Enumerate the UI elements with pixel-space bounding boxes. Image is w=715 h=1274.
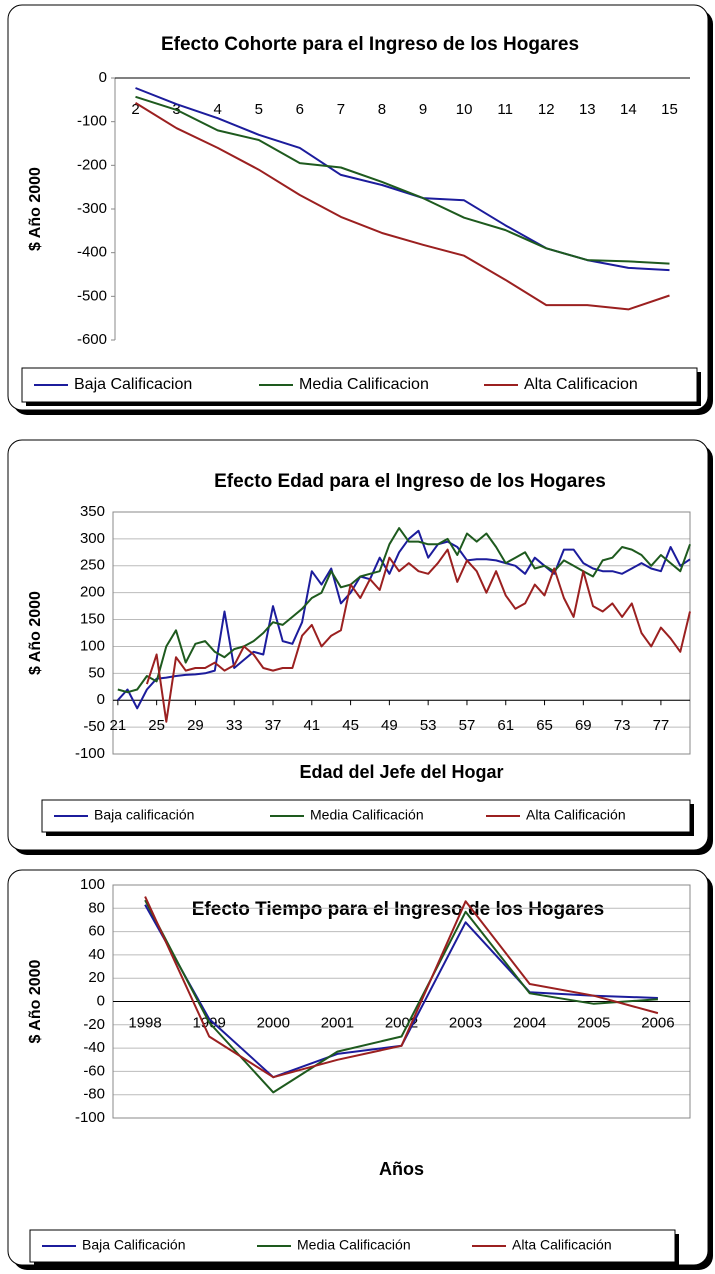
y-tick-label: 100: [80, 637, 105, 654]
y-tick-label: -20: [83, 1016, 105, 1033]
x-tick-label: 9: [419, 101, 427, 118]
legend-label: Alta Calificacion: [524, 376, 638, 393]
series-line: [145, 548, 691, 723]
y-axis-title: $ Año 2000: [27, 167, 44, 251]
x-tick-label: 13: [579, 101, 596, 118]
legend-label: Alta Calificación: [512, 1237, 612, 1253]
series-line: [144, 896, 659, 1079]
legend: [29, 1229, 676, 1263]
y-tick-label: 80: [88, 899, 105, 916]
x-tick-label: 65: [536, 717, 553, 734]
legend-label: Baja Calificación: [82, 1237, 186, 1253]
x-tick-label: 4: [214, 101, 222, 118]
x-tick-label: 2: [131, 101, 139, 118]
x-tick-label: 11: [497, 101, 513, 118]
series-line: [117, 529, 691, 710]
x-tick-label: 12: [538, 101, 555, 118]
legend-label: Baja Calificacion: [74, 376, 192, 393]
y-tick-label: -100: [75, 1109, 105, 1126]
x-tick-label: 49: [381, 717, 398, 734]
chart-title: Efecto Tiempo para el Ingreso de los Hog…: [192, 899, 605, 920]
x-tick-label: 10: [456, 101, 473, 118]
y-tick-label: 0: [97, 992, 105, 1009]
y-tick-label: -400: [77, 244, 107, 261]
y-tick-label: -80: [83, 1086, 105, 1103]
x-tick-label: 5: [255, 101, 263, 118]
x-tick-label: 2004: [513, 1014, 546, 1031]
x-tick-label: 53: [420, 717, 437, 734]
x-tick-label: 6: [296, 101, 304, 118]
x-axis-title: Años: [379, 1159, 424, 1179]
x-tick-label: 14: [620, 101, 637, 118]
y-axis-title: $ Año 2000: [27, 591, 44, 675]
y-tick-label: 150: [80, 611, 105, 628]
x-tick-label: 2006: [641, 1014, 674, 1031]
y-tick-label: -40: [83, 1039, 105, 1056]
y-tick-label: -600: [77, 331, 107, 348]
x-tick-label: 2005: [577, 1014, 610, 1031]
x-tick-label: 29: [187, 717, 204, 734]
y-tick-label: 100: [80, 876, 105, 893]
x-tick-label: 7: [337, 101, 345, 118]
y-tick-label: 40: [88, 946, 105, 963]
x-tick-label: 2001: [321, 1014, 354, 1031]
x-axis-title: Edad del Jefe del Hogar: [299, 762, 503, 782]
x-tick-label: 73: [614, 717, 631, 734]
y-tick-label: 50: [88, 664, 105, 681]
y-tick-label: 20: [88, 969, 105, 986]
series-line: [134, 102, 670, 311]
legend-label: Media Calificacion: [299, 376, 429, 393]
y-tick-label: 60: [88, 923, 105, 940]
y-tick-label: 0: [99, 69, 107, 86]
y-tick-label: 200: [80, 584, 105, 601]
chart-title: Efecto Edad para el Ingreso de los Hogar…: [214, 471, 606, 492]
x-tick-label: 61: [497, 717, 514, 734]
x-tick-label: 25: [148, 717, 165, 734]
x-tick-label: 69: [575, 717, 592, 734]
x-tick-label: 2003: [449, 1014, 482, 1031]
x-tick-label: 57: [459, 717, 476, 734]
legend: [41, 799, 691, 833]
y-axis-title: $ Año 2000: [27, 959, 44, 1043]
y-tick-label: 250: [80, 557, 105, 574]
series-line: [144, 899, 658, 1094]
series-line: [117, 527, 691, 694]
x-tick-label: 45: [342, 717, 359, 734]
x-tick-label: 21: [110, 717, 127, 734]
y-tick-label: -100: [75, 745, 105, 762]
y-tick-label: -200: [77, 156, 107, 173]
x-tick-label: 2000: [257, 1014, 290, 1031]
chart-title: Efecto Cohorte para el Ingreso de los Ho…: [161, 34, 579, 55]
legend-label: Media Calificación: [310, 807, 424, 823]
x-tick-label: 1998: [128, 1014, 161, 1031]
legend-label: Alta Calificación: [526, 807, 626, 823]
panel: [7, 4, 709, 411]
x-tick-label: 77: [653, 717, 670, 734]
plot-frame: [112, 511, 691, 755]
x-tick-label: 37: [265, 717, 282, 734]
y-tick-label: 350: [80, 503, 105, 520]
y-tick-label: -60: [83, 1062, 105, 1079]
y-tick-label: -100: [77, 113, 107, 130]
x-tick-label: 33: [226, 717, 243, 734]
legend-label: Baja calificación: [94, 807, 194, 823]
panel: [7, 439, 709, 851]
y-tick-label: 0: [97, 691, 105, 708]
y-tick-label: -50: [83, 718, 105, 735]
x-tick-label: 41: [303, 717, 320, 734]
y-tick-label: -500: [77, 287, 107, 304]
x-tick-label: 15: [661, 101, 678, 118]
series-line: [135, 95, 670, 265]
x-tick-label: 8: [378, 101, 386, 118]
y-tick-label: -300: [77, 200, 107, 217]
y-tick-label: 300: [80, 530, 105, 547]
legend-label: Media Calificación: [297, 1237, 411, 1253]
legend: [21, 367, 698, 403]
